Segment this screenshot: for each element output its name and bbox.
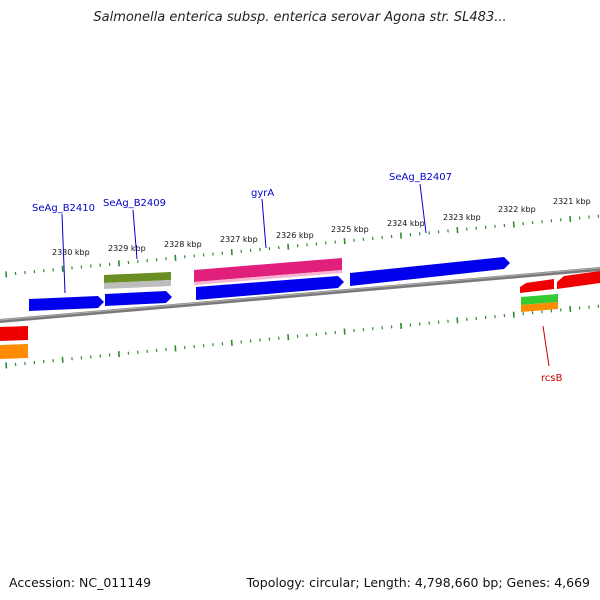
gene-label[interactable]: gyrA xyxy=(251,188,274,199)
leader-line xyxy=(132,209,138,260)
cds-feature[interactable] xyxy=(104,280,171,289)
cds-feature-orange[interactable] xyxy=(0,344,28,359)
tick-label: 2321 kbp xyxy=(553,197,591,206)
gene-label[interactable]: rcsB xyxy=(541,373,563,384)
leader-line xyxy=(419,183,427,234)
cds-feature-red[interactable] xyxy=(0,326,28,341)
cds-feature-shadow xyxy=(194,270,342,285)
accession-text: Accession: NC_011149 xyxy=(9,575,152,590)
tick-label: 2328 kbp xyxy=(164,240,202,249)
gene-label[interactable]: SeAg_B2410 xyxy=(32,203,95,214)
leader-line xyxy=(61,213,66,294)
cds-feature-orange[interactable] xyxy=(521,302,558,312)
cds-feature-green[interactable] xyxy=(521,294,558,305)
tick-label: 2327 kbp xyxy=(220,235,258,244)
cds-arrow[interactable] xyxy=(29,296,104,311)
tick-label: 2324 kbp xyxy=(387,219,425,228)
leader-line xyxy=(542,325,550,367)
tick-label: 2323 kbp xyxy=(443,213,481,222)
genome-backbone-highlight xyxy=(0,267,600,321)
cds-arrow[interactable] xyxy=(196,276,344,300)
cds-arrow[interactable] xyxy=(350,257,510,286)
tick-labels: 2330 kbp 2329 kbp 2328 kbp 2327 kbp 2326… xyxy=(52,197,591,257)
forward-strand-features xyxy=(104,258,342,289)
cds-arrow[interactable] xyxy=(105,291,172,306)
tick-label: 2329 kbp xyxy=(108,244,146,253)
label-leaders xyxy=(61,183,550,367)
genome-backbone xyxy=(0,267,600,323)
gene-label[interactable]: SeAg_B2409 xyxy=(103,198,166,209)
gene-labels: SeAg_B2410 SeAg_B2409 gyrA SeAg_B2407 rc… xyxy=(32,172,563,384)
tick-label: 2322 kbp xyxy=(498,205,536,214)
map-title: Salmonella enterica subsp. enterica sero… xyxy=(93,10,507,25)
outer-tick-ring xyxy=(5,214,600,278)
cds-feature-gyra[interactable] xyxy=(194,258,342,282)
cds-arrow-red[interactable] xyxy=(557,271,600,289)
cds-arrow-red[interactable] xyxy=(520,279,554,293)
tick-label: 2325 kbp xyxy=(331,225,369,234)
genome-stats-text: Topology: circular; Length: 4,798,660 bp… xyxy=(246,575,590,590)
cds-feature[interactable] xyxy=(104,272,171,283)
inner-tick-ring xyxy=(5,304,600,369)
left-features xyxy=(0,326,28,359)
blue-cds-features xyxy=(29,257,510,311)
right-features xyxy=(520,271,600,312)
tick-label: 2326 kbp xyxy=(276,231,314,240)
leader-line xyxy=(261,198,267,249)
tick-label: 2330 kbp xyxy=(52,248,90,257)
gene-label[interactable]: SeAg_B2407 xyxy=(389,172,452,183)
